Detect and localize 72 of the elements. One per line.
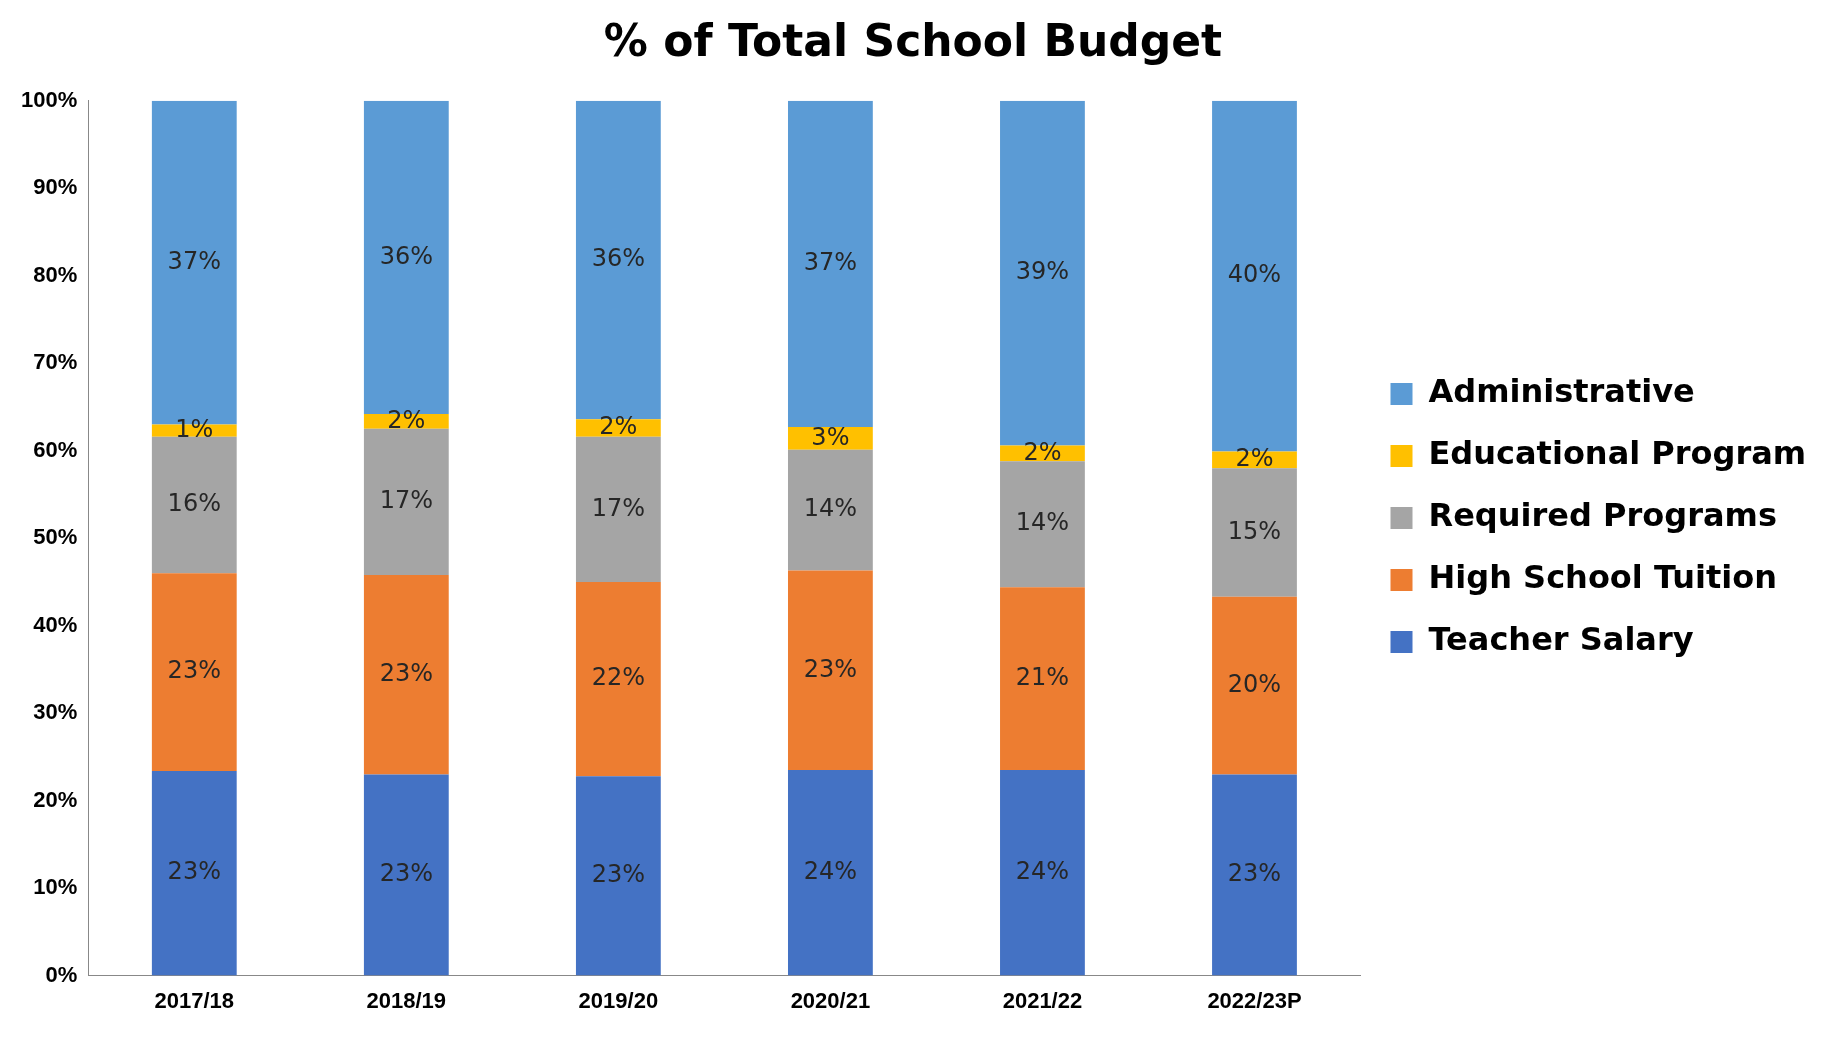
x-tick-label: 2019/20	[578, 987, 659, 1013]
data-label: 16%	[167, 489, 221, 518]
data-label: 37%	[167, 246, 221, 275]
bar	[1212, 468, 1297, 597]
data-label: 22%	[591, 663, 646, 692]
bar	[575, 581, 661, 777]
y-tick-label: 50%	[33, 524, 78, 550]
data-label: 23%	[1227, 859, 1282, 888]
bar	[151, 436, 237, 574]
y-tick-label: 40%	[33, 611, 78, 637]
bar	[363, 774, 449, 976]
y-tick-label: 60%	[33, 436, 78, 462]
x-tick-label: 2020/21	[790, 987, 871, 1013]
data-label: 17%	[379, 486, 433, 515]
data-label: 40%	[1227, 260, 1282, 289]
data-label: 23%	[803, 654, 858, 683]
data-label: 2%	[1023, 437, 1062, 466]
x-tick-label: 2018/19	[366, 987, 447, 1013]
x-tick-label: 2022/23P	[1207, 987, 1302, 1013]
data-label: 23%	[379, 658, 433, 687]
data-label: 39%	[1015, 257, 1070, 286]
bar	[151, 770, 237, 976]
bar	[788, 449, 873, 571]
data-label: 14%	[1015, 508, 1070, 537]
y-tick-label: 90%	[33, 174, 78, 200]
data-label: 36%	[591, 244, 646, 273]
y-tick-label: 0%	[45, 961, 78, 987]
bar	[788, 570, 873, 771]
legend-label: High School Tuition	[1428, 558, 1778, 597]
x-tick-label: 2021/22	[1002, 987, 1083, 1013]
bar	[1000, 587, 1085, 771]
bar	[1212, 596, 1297, 775]
x-tick-label: 2017/18	[154, 987, 235, 1013]
bar	[788, 100, 873, 428]
data-label: 21%	[1015, 662, 1070, 691]
bar	[1212, 774, 1297, 976]
data-label: 24%	[803, 857, 858, 886]
data-label: 23%	[591, 860, 646, 889]
legend-label: Teacher Salary	[1428, 620, 1694, 659]
data-label: 37%	[803, 248, 858, 277]
data-label: 36%	[379, 241, 433, 270]
legend-label: Administrative	[1428, 372, 1695, 411]
data-label: 3%	[811, 422, 850, 451]
data-label: 23%	[167, 656, 221, 685]
bar	[363, 428, 449, 575]
data-label: 20%	[1227, 669, 1282, 698]
data-label: 1%	[175, 414, 214, 443]
y-tick-label: 10%	[33, 874, 78, 900]
bar	[1000, 461, 1085, 588]
y-tick-label: 70%	[33, 349, 78, 375]
legend-label: Educational Program	[1428, 434, 1807, 473]
bar	[575, 436, 661, 582]
chart-title: % of Total School Budget	[603, 14, 1223, 66]
data-label: 14%	[803, 494, 858, 523]
data-label: 15%	[1227, 516, 1282, 545]
y-tick-label: 20%	[33, 786, 78, 812]
bar	[1000, 770, 1085, 976]
bar	[575, 776, 661, 976]
data-label: 17%	[591, 493, 646, 522]
data-label: 2%	[599, 412, 638, 441]
data-label: 24%	[1015, 857, 1070, 886]
bar	[788, 770, 873, 976]
bar	[363, 574, 449, 775]
data-label: 2%	[1235, 444, 1274, 473]
data-label: 2%	[387, 405, 426, 434]
data-label: 23%	[379, 859, 433, 888]
y-tick-label: 100%	[20, 86, 78, 112]
y-tick-label: 80%	[33, 261, 78, 287]
data-label: 23%	[167, 857, 221, 886]
legend-label: Required Programs	[1428, 496, 1777, 535]
y-tick-label: 30%	[33, 699, 78, 725]
bar	[151, 573, 237, 771]
